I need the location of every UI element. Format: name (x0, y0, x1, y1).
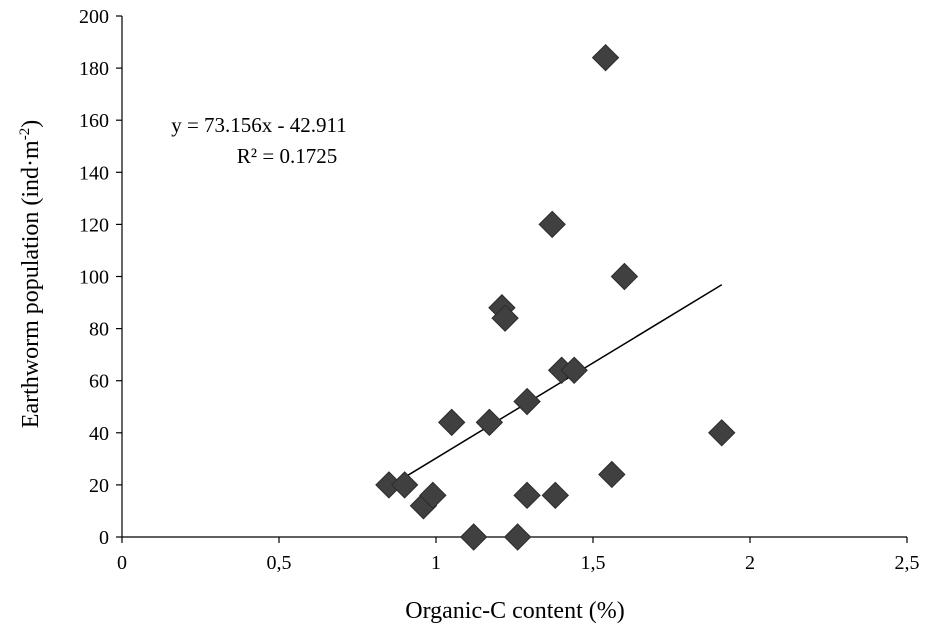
y-tick-label: 160 (79, 110, 109, 132)
data-point (513, 481, 541, 510)
trend-r-squared: R² = 0.1725 (237, 144, 337, 168)
y-tick-label: 140 (79, 162, 109, 184)
data-point (437, 408, 466, 437)
x-ticks: 0 0,5 1 1,5 2 2,5 (117, 537, 920, 574)
data-point (560, 356, 588, 384)
data-point (538, 210, 566, 239)
x-tick-label: 1 (431, 552, 441, 574)
y-tick-label: 200 (79, 6, 109, 28)
x-tick-label: 1,5 (581, 552, 606, 574)
data-point (459, 523, 488, 551)
y-tick-label: 20 (89, 475, 109, 497)
y-tick-label: 120 (79, 214, 109, 236)
y-axis-title-main: Earthworm population (ind·m (18, 140, 44, 428)
x-axis-title: Organic-C content (%) (405, 598, 624, 624)
data-point (513, 387, 541, 416)
x-tick-label: 2,5 (895, 552, 920, 574)
trend-equation: y = 73.156x - 42.911 (171, 113, 347, 137)
y-tick-label: 100 (79, 267, 109, 289)
y-tick-label: 180 (79, 58, 109, 80)
data-point (503, 523, 532, 551)
data-point (598, 460, 626, 489)
trend-line (388, 284, 723, 488)
y-axis-title-close: ) (18, 120, 44, 128)
data-point (475, 408, 504, 437)
data-point (591, 43, 620, 72)
data-point (708, 419, 736, 447)
x-tick-label: 0,5 (267, 552, 292, 574)
axes (121, 16, 907, 538)
y-tick-label: 0 (99, 527, 109, 549)
y-tick-label: 80 (89, 319, 109, 341)
data-point (610, 262, 639, 291)
x-tick-label: 0 (117, 552, 127, 574)
y-axis-title: Earthworm population (ind·m-2) (17, 120, 44, 428)
y-axis-title-superscript: -2 (17, 128, 33, 141)
y-ticks: 0 20 40 60 80 100 120 140 160 180 200 (79, 6, 122, 549)
data-point (419, 481, 447, 510)
y-tick-label: 40 (89, 423, 109, 445)
y-tick-label: 60 (89, 371, 109, 393)
x-tick-label: 2 (745, 552, 755, 574)
data-point (390, 471, 419, 499)
data-points (375, 43, 736, 551)
data-point (491, 304, 519, 332)
data-point (541, 481, 570, 510)
